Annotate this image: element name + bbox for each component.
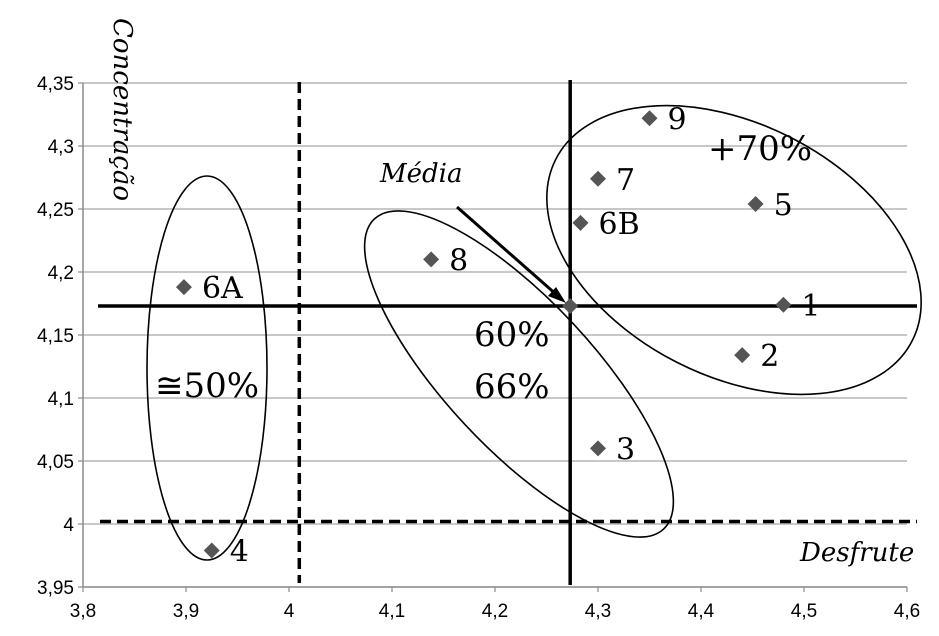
point-8 bbox=[423, 251, 440, 268]
x-tick-label-2: 4 bbox=[284, 601, 295, 622]
annotation-60: 60% bbox=[474, 315, 550, 355]
x-tick-label-0: 3,8 bbox=[70, 601, 96, 622]
y-tick-labels: 3,95 4 4,05 4,1 4,15 4,2 4,25 4,3 4,35 bbox=[37, 74, 74, 599]
point-label-5: 5 bbox=[774, 188, 793, 223]
x-tick-label-1: 3,9 bbox=[173, 601, 199, 622]
point-label-9: 9 bbox=[668, 102, 687, 137]
y-axis-title: Concentração bbox=[107, 18, 137, 201]
point-5 bbox=[747, 195, 764, 212]
annotation-approx50: ≅50% bbox=[155, 366, 259, 406]
mean-label: Média bbox=[379, 159, 462, 189]
y-tick-label-4: 4,15 bbox=[37, 326, 74, 347]
axes bbox=[78, 82, 908, 592]
point-label-8: 8 bbox=[449, 243, 468, 278]
x-tick-labels: 3,8 3,9 4 4,1 4,2 4,3 4,4 4,5 4,6 bbox=[70, 601, 920, 622]
point-7 bbox=[590, 170, 606, 187]
point-mean bbox=[562, 298, 579, 315]
x-tick-label-7: 4,5 bbox=[791, 601, 817, 622]
point-labels: 12 3 4 5 6A 6B 7 8 9 bbox=[202, 102, 821, 569]
point-label-2: 2 bbox=[760, 339, 779, 374]
y-tick-label-3: 4,1 bbox=[48, 389, 74, 410]
y-tick-label-8: 4,35 bbox=[37, 74, 74, 95]
mean-arrowhead bbox=[548, 287, 566, 303]
y-tick-label-1: 4 bbox=[63, 515, 74, 536]
point-label-4: 4 bbox=[230, 534, 249, 569]
point-label-6A: 6A bbox=[202, 271, 243, 306]
x-axis-title: Desfrute bbox=[799, 538, 914, 568]
annotation-plus70: +70% bbox=[708, 129, 812, 169]
y-tick-label-6: 4,25 bbox=[37, 200, 74, 221]
annotation-66: 66% bbox=[474, 367, 550, 407]
x-tick-label-5: 4,3 bbox=[585, 601, 611, 622]
grid-lines bbox=[83, 82, 907, 588]
point-6A bbox=[175, 279, 192, 296]
point-3 bbox=[590, 440, 606, 457]
x-tick-label-3: 4,1 bbox=[379, 601, 405, 622]
y-tick-label-5: 4,2 bbox=[48, 263, 74, 284]
y-tick-label-2: 4,05 bbox=[37, 452, 74, 473]
point-label-6B: 6B bbox=[598, 207, 639, 242]
point-6B bbox=[572, 214, 589, 231]
point-9 bbox=[641, 110, 658, 127]
y-tick-label-7: 4,3 bbox=[48, 137, 74, 158]
ellipse-middle bbox=[363, 210, 675, 538]
point-2 bbox=[734, 347, 751, 364]
y-tick-label-0: 3,95 bbox=[37, 578, 74, 599]
x-tick-label-8: 4,6 bbox=[894, 601, 920, 622]
x-tick-label-4: 4,2 bbox=[482, 601, 508, 622]
data-points bbox=[175, 110, 792, 559]
point-label-7: 7 bbox=[616, 163, 635, 198]
cluster-ellipses bbox=[146, 104, 922, 561]
ellipse-50pct bbox=[146, 175, 268, 561]
mean-arrow bbox=[456, 205, 559, 298]
point-label-1: 1 bbox=[801, 289, 820, 324]
point-label-3: 3 bbox=[616, 432, 635, 467]
point-4 bbox=[203, 542, 220, 559]
x-tick-label-6: 4,4 bbox=[688, 601, 715, 622]
point-1 bbox=[775, 296, 792, 313]
ellipse-70pct bbox=[546, 104, 922, 396]
